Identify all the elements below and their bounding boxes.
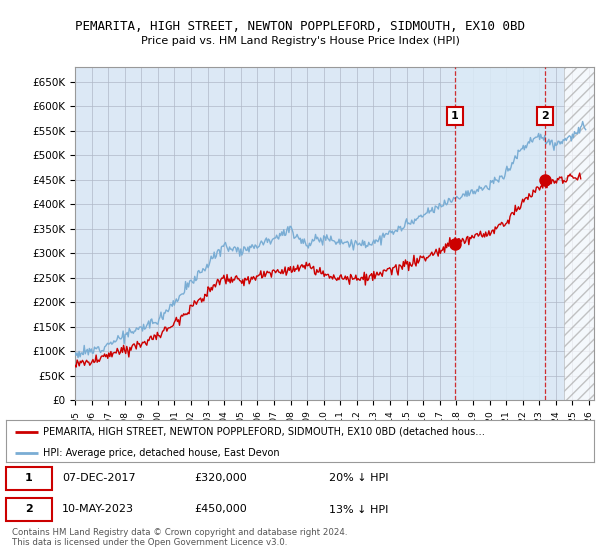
Text: 2: 2 (541, 111, 549, 121)
Text: 1: 1 (25, 473, 33, 483)
Text: £450,000: £450,000 (194, 505, 247, 515)
Bar (455, 67, 545, 400)
Text: £320,000: £320,000 (194, 473, 247, 483)
Text: PEMARITA, HIGH STREET, NEWTON POPPLEFORD, SIDMOUTH, EX10 0BD: PEMARITA, HIGH STREET, NEWTON POPPLEFORD… (75, 20, 525, 32)
FancyBboxPatch shape (6, 498, 52, 521)
Text: 10-MAY-2023: 10-MAY-2023 (62, 505, 134, 515)
Text: Contains HM Land Registry data © Crown copyright and database right 2024.
This d: Contains HM Land Registry data © Crown c… (12, 528, 347, 547)
Text: 13% ↓ HPI: 13% ↓ HPI (329, 505, 389, 515)
Bar (564, 67, 594, 400)
Text: 07-DEC-2017: 07-DEC-2017 (62, 473, 136, 483)
Text: 20% ↓ HPI: 20% ↓ HPI (329, 473, 389, 483)
Text: HPI: Average price, detached house, East Devon: HPI: Average price, detached house, East… (43, 448, 280, 458)
Text: 1: 1 (451, 111, 459, 121)
FancyBboxPatch shape (6, 466, 52, 490)
Text: Price paid vs. HM Land Registry's House Price Index (HPI): Price paid vs. HM Land Registry's House … (140, 36, 460, 46)
Text: PEMARITA, HIGH STREET, NEWTON POPPLEFORD, SIDMOUTH, EX10 0BD (detached hous…: PEMARITA, HIGH STREET, NEWTON POPPLEFORD… (43, 427, 485, 437)
Text: 2: 2 (25, 505, 33, 515)
